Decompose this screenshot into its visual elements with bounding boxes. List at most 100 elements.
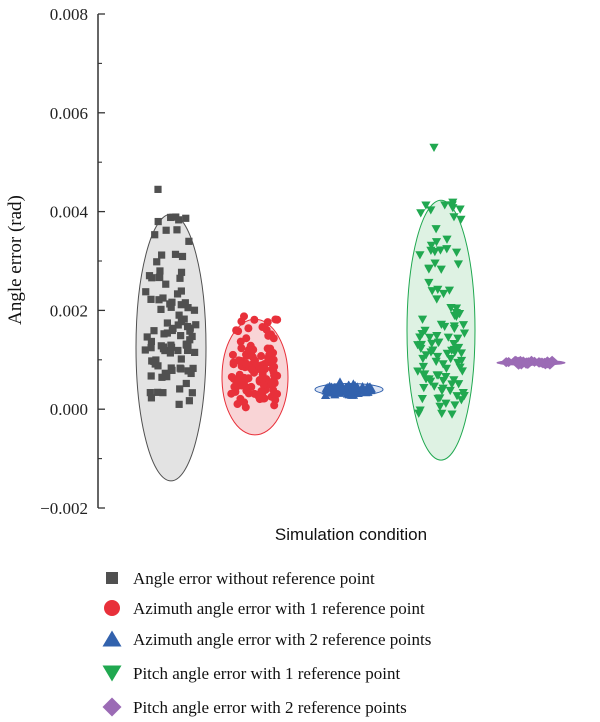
data-point <box>458 321 469 330</box>
data-point <box>420 326 430 335</box>
data-point <box>168 366 176 374</box>
data-point <box>163 329 171 337</box>
data-point <box>258 323 267 332</box>
data-point <box>273 389 282 398</box>
data-point <box>449 213 459 222</box>
y-tick-label: 0.006 <box>50 104 88 123</box>
data-point <box>445 386 455 396</box>
data-point <box>446 355 456 364</box>
data-point <box>227 372 236 381</box>
data-point <box>232 326 241 335</box>
data-point <box>151 231 159 239</box>
data-point <box>419 371 429 380</box>
data-point <box>442 245 452 254</box>
data-point <box>448 198 458 207</box>
data-point <box>425 333 435 342</box>
data-point <box>173 226 181 234</box>
data-point <box>432 295 442 304</box>
data-point <box>255 391 264 400</box>
data-point <box>178 252 187 261</box>
data-point <box>174 321 182 329</box>
data-point <box>233 400 242 409</box>
data-point <box>167 213 175 222</box>
data-point <box>240 398 249 407</box>
data-point <box>148 274 156 282</box>
data-point <box>147 394 156 402</box>
data-point <box>429 382 439 391</box>
data-point <box>455 205 465 214</box>
data-point <box>161 369 169 377</box>
data-point <box>442 349 452 358</box>
data-point <box>416 344 426 354</box>
data-point <box>430 248 440 257</box>
data-point <box>421 201 431 210</box>
data-point <box>269 355 278 364</box>
data-point <box>162 280 170 288</box>
data-point <box>192 321 200 329</box>
data-point <box>250 356 259 365</box>
data-point <box>176 364 184 372</box>
data-point <box>168 326 176 335</box>
data-point <box>459 392 469 401</box>
data-point <box>257 352 266 361</box>
data-point <box>176 385 184 393</box>
legend-marker <box>102 665 122 682</box>
data-point <box>430 259 440 268</box>
data-point <box>433 394 443 404</box>
data-point <box>250 315 259 324</box>
data-point <box>431 225 441 234</box>
data-point <box>432 371 442 380</box>
data-point <box>269 334 278 343</box>
data-point <box>237 344 246 353</box>
data-point <box>155 296 163 304</box>
data-point <box>236 337 245 346</box>
data-point <box>451 304 462 313</box>
legend-item: Azimuth angle error with 2 reference poi… <box>102 630 431 649</box>
data-point <box>157 305 165 313</box>
legend-label: Pitch angle error with 2 reference point… <box>133 698 407 717</box>
data-point <box>141 346 149 354</box>
data-point <box>177 268 186 276</box>
data-point <box>181 299 189 307</box>
data-point-max <box>335 377 345 386</box>
data-point <box>183 346 192 355</box>
data-point <box>227 389 236 398</box>
data-point <box>157 342 165 350</box>
data-point <box>158 373 166 381</box>
data-point <box>176 274 184 282</box>
series-4 <box>406 143 476 461</box>
data-point <box>175 400 183 408</box>
data-point <box>188 389 196 397</box>
data-point <box>441 364 452 373</box>
data-point <box>454 310 465 319</box>
data-point <box>449 345 459 355</box>
data-point <box>177 332 185 340</box>
data-point <box>414 409 424 418</box>
data-point <box>177 287 185 295</box>
legend-item: Azimuth angle error with 1 reference poi… <box>104 599 425 618</box>
data-point <box>147 337 156 346</box>
data-point-max <box>240 312 248 321</box>
data-point <box>153 258 161 266</box>
legend-marker <box>104 600 120 616</box>
data-point <box>229 358 238 367</box>
data-point <box>158 251 166 259</box>
data-point <box>416 209 426 218</box>
data-point <box>421 375 431 384</box>
data-point <box>146 389 154 397</box>
legend-marker <box>106 572 118 584</box>
data-point <box>190 306 199 314</box>
data-point <box>244 324 253 333</box>
data-point <box>513 357 525 368</box>
data-point <box>347 390 357 399</box>
data-point <box>446 304 456 313</box>
data-point <box>427 287 437 296</box>
data-point <box>154 388 162 396</box>
data-point <box>156 267 164 275</box>
data-point <box>183 322 192 331</box>
data-point <box>143 333 151 341</box>
data-point <box>250 368 259 377</box>
data-point <box>242 359 251 368</box>
data-point <box>188 332 196 341</box>
data-point <box>438 376 448 386</box>
